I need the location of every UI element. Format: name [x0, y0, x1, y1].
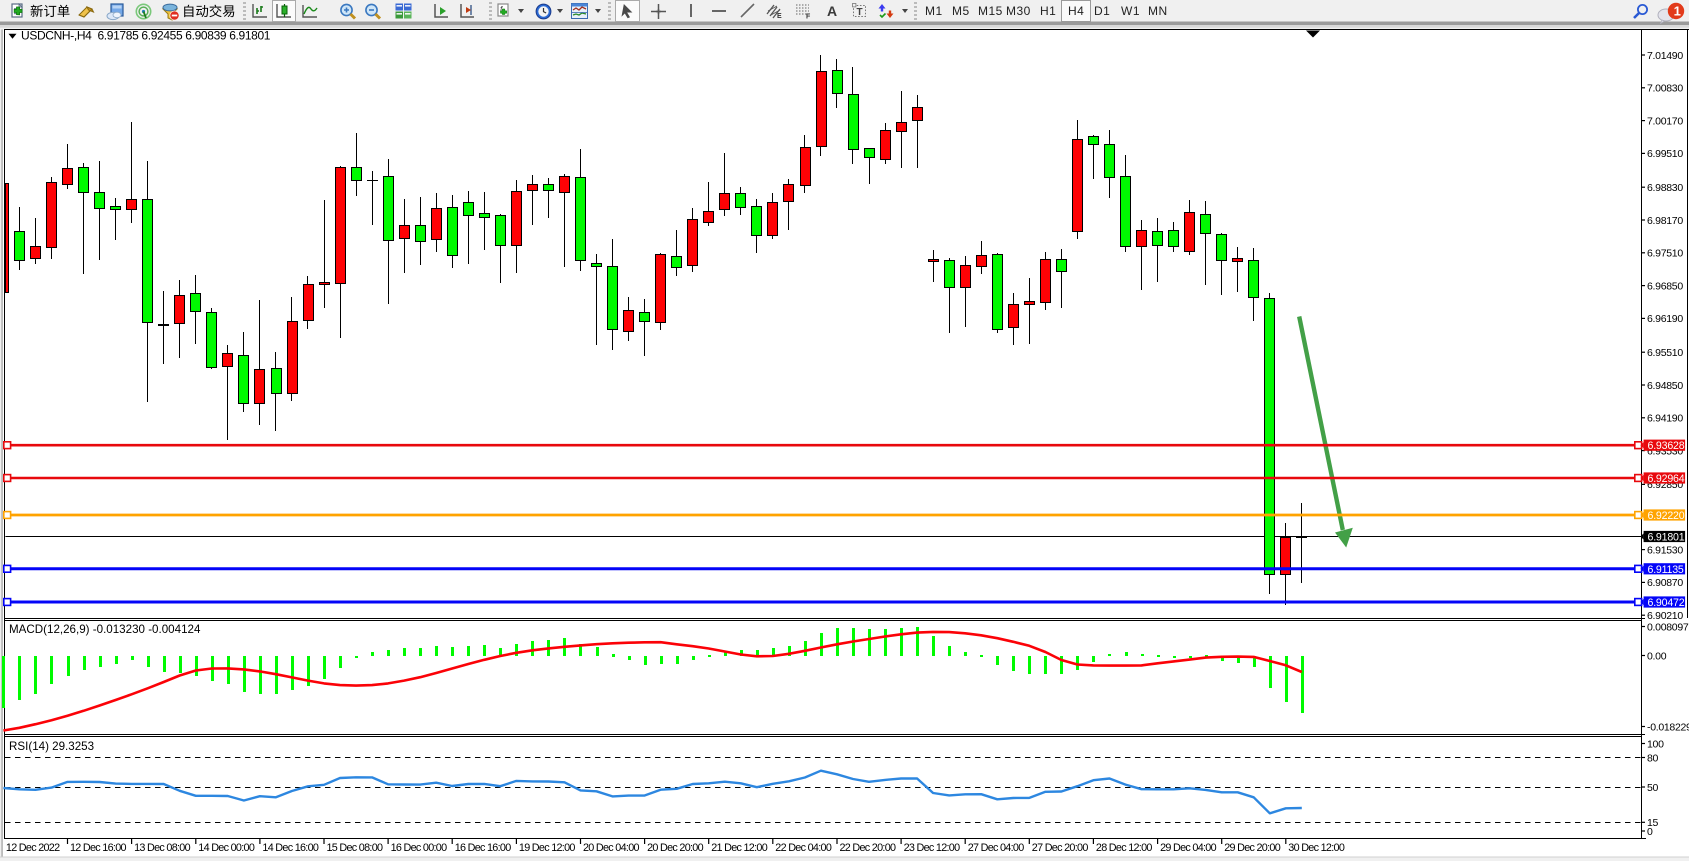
- svg-text:MACD(12,26,9) -0.013230 -0.004: MACD(12,26,9) -0.013230 -0.004124: [9, 623, 201, 636]
- svg-text:21 Dec 12:00: 21 Dec 12:00: [711, 842, 768, 854]
- svg-text:F: F: [806, 14, 811, 21]
- svg-text:6.93628: 6.93628: [1648, 440, 1685, 452]
- svg-text:7.00170: 7.00170: [1647, 115, 1683, 127]
- svg-text:22 Dec 04:00: 22 Dec 04:00: [775, 842, 832, 854]
- svg-text:15: 15: [1647, 817, 1659, 829]
- svg-text:6.90870: 6.90870: [1647, 577, 1683, 589]
- svg-text:6.94850: 6.94850: [1647, 380, 1683, 392]
- svg-text:100: 100: [1647, 738, 1664, 750]
- svg-text:6.92964: 6.92964: [1648, 473, 1685, 485]
- svg-text:20 Dec 04:00: 20 Dec 04:00: [583, 842, 640, 854]
- svg-text:23 Dec 12:00: 23 Dec 12:00: [904, 842, 961, 854]
- svg-text:0.00: 0.00: [1647, 650, 1667, 662]
- svg-text:E: E: [777, 13, 782, 20]
- svg-text:T: T: [857, 7, 863, 18]
- svg-text:6.91135: 6.91135: [1648, 564, 1684, 576]
- svg-text:16 Dec 00:00: 16 Dec 00:00: [391, 842, 448, 854]
- svg-text:20 Dec 20:00: 20 Dec 20:00: [647, 842, 704, 854]
- svg-text:0.008097: 0.008097: [1647, 621, 1689, 633]
- svg-text:15 Dec 08:00: 15 Dec 08:00: [327, 842, 384, 854]
- svg-text:29 Dec 20:00: 29 Dec 20:00: [1224, 842, 1281, 854]
- svg-text:6.94190: 6.94190: [1647, 413, 1683, 425]
- svg-text:6.91801: 6.91801: [1648, 532, 1685, 544]
- svg-text:12 Dec 2022: 12 Dec 2022: [6, 842, 60, 854]
- svg-text:12 Dec 16:00: 12 Dec 16:00: [70, 842, 127, 854]
- svg-text:80: 80: [1647, 752, 1659, 764]
- svg-text:7.01490: 7.01490: [1647, 50, 1683, 62]
- svg-text:28 Dec 12:00: 28 Dec 12:00: [1096, 842, 1153, 854]
- svg-text:6.98170: 6.98170: [1647, 215, 1683, 227]
- svg-text:0: 0: [1647, 826, 1653, 838]
- svg-text:29 Dec 04:00: 29 Dec 04:00: [1160, 842, 1217, 854]
- svg-text:7.00830: 7.00830: [1647, 83, 1683, 95]
- svg-text:6.90472: 6.90472: [1648, 597, 1685, 609]
- svg-text:27 Dec 04:00: 27 Dec 04:00: [968, 842, 1025, 854]
- svg-text:50: 50: [1647, 782, 1659, 794]
- svg-text:f: f: [500, 5, 503, 14]
- svg-text:6.91530: 6.91530: [1647, 544, 1683, 556]
- svg-text:6.92220: 6.92220: [1648, 510, 1685, 522]
- svg-text:RSI(14) 29.3253: RSI(14) 29.3253: [9, 740, 94, 753]
- svg-text:6.98830: 6.98830: [1647, 182, 1683, 194]
- svg-text:6.96850: 6.96850: [1647, 280, 1683, 292]
- svg-text:22 Dec 20:00: 22 Dec 20:00: [840, 842, 897, 854]
- svg-text:30 Dec 12:00: 30 Dec 12:00: [1288, 842, 1345, 854]
- svg-text:6.95510: 6.95510: [1647, 347, 1683, 359]
- svg-text:6.99510: 6.99510: [1647, 148, 1683, 160]
- svg-text:6.96190: 6.96190: [1647, 313, 1683, 325]
- svg-text:16 Dec 16:00: 16 Dec 16:00: [455, 842, 512, 854]
- svg-text:27 Dec 20:00: 27 Dec 20:00: [1032, 842, 1089, 854]
- svg-text:USDCNH-,H4 6.91785 6.92455 6.: USDCNH-,H4 6.91785 6.92455 6.90839 6.918…: [21, 29, 271, 43]
- svg-text:-0.018229: -0.018229: [1647, 721, 1689, 733]
- svg-text:14 Dec 16:00: 14 Dec 16:00: [262, 842, 319, 854]
- svg-text:14 Dec 00:00: 14 Dec 00:00: [198, 842, 255, 854]
- svg-text:13 Dec 08:00: 13 Dec 08:00: [134, 842, 191, 854]
- svg-text:19 Dec 12:00: 19 Dec 12:00: [519, 842, 576, 854]
- svg-text:1: 1: [1674, 3, 1681, 18]
- svg-text:6.97510: 6.97510: [1647, 248, 1683, 260]
- svg-text:6.90210: 6.90210: [1647, 610, 1683, 622]
